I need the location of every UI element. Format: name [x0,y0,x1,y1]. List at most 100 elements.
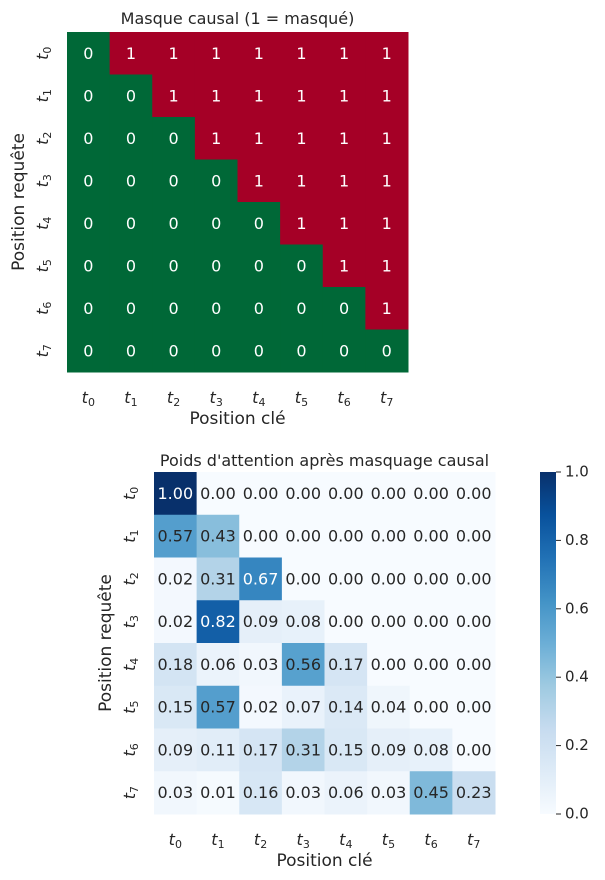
causal-mask-heatmap: Masque causal (1 = masqué) 0 1 1 1 1 1 1 1 0 0 1 1 1 1… [9,9,409,429]
heatmap-cell [196,728,240,772]
heatmap-cell [280,329,324,373]
y-tick-label: t1 [33,89,55,102]
cell-value-label: 0.00 [456,484,492,503]
heatmap-cell [280,74,324,118]
cell-value-label: 0.17 [328,655,364,674]
heatmap-cell [154,472,198,516]
cell-value-label: 0 [211,256,221,275]
cell-value-label: 0 [83,129,93,148]
y-tick-label: t0 [120,487,142,500]
heatmap-cell [281,771,325,815]
cell-value-label: 0.09 [243,612,279,631]
cell-value-label: 0 [126,86,136,105]
cell-value-label: 1 [296,214,306,233]
cell-value-label: 0.00 [371,569,407,588]
cell-value-label: 1 [211,44,221,63]
heatmap-cell [237,32,281,75]
heatmap-cell [237,74,281,118]
x-tick-label: t4 [339,830,352,852]
y-axis-label: Position requête [9,133,29,271]
cell-value-label: 0 [254,341,264,360]
cell-value-label: 0.00 [456,612,492,631]
heatmap-cell [152,117,196,160]
heatmap-cell [239,600,283,644]
cell-value-label: 0.00 [413,569,449,588]
cell-value-label: 0.31 [200,569,236,588]
heatmap-cell [109,159,153,203]
y-tick-label: t2 [120,572,142,585]
x-tick-label: t1 [124,388,137,410]
heatmap-cell [196,771,240,815]
heatmap-cell [452,557,496,601]
cell-value-label: 1 [339,214,349,233]
heatmap-cell [281,600,325,644]
heatmap-cell [196,600,240,644]
heatmap-cell [409,685,453,729]
cell-value-label: 0.02 [158,612,194,631]
heatmap-cell [324,514,368,558]
y-tick-label: t3 [33,174,55,187]
heatmap-cell [367,472,411,516]
cell-value-label: 0 [254,299,264,318]
cell-value-label: 0.00 [285,527,321,546]
x-tick-label: t2 [167,388,180,410]
heatmap-cell [322,32,366,75]
heatmap-cell [281,728,325,772]
cell-value-label: 0.09 [371,740,407,759]
heatmap-cell [109,32,153,75]
cell-value-label: 0.00 [456,655,492,674]
cell-value-label: 0.00 [243,484,279,503]
cell-value-label: 1 [382,171,392,190]
cell-value-label: 0.00 [371,612,407,631]
cell-value-label: 0 [339,341,349,360]
heatmap-cell [237,329,281,373]
cell-value-label: 0.06 [328,783,364,802]
cell-value-label: 0 [83,44,93,63]
cell-value-label: 1 [168,44,178,63]
heatmap-cell [322,244,366,288]
cell-value-label: 0.82 [200,612,236,631]
cell-value-label: 0 [168,129,178,148]
cell-value-label: 0.00 [413,655,449,674]
heatmap-cell [194,159,238,203]
heatmap-cell [322,74,366,118]
attention-weights-heatmap: Poids d'attention après masquage causal 1… [96,451,496,871]
cell-value-label: 0.00 [328,612,364,631]
x-tick-label: t7 [467,830,480,852]
cell-value-label: 1 [254,171,264,190]
cell-value-label: 0 [83,256,93,275]
x-axis-label: Position clé [189,409,285,429]
cell-value-label: 0.18 [158,655,194,674]
y-tick-label: t2 [33,132,55,145]
heatmap-cell [196,557,240,601]
x-tick-label: t6 [424,830,437,852]
cell-value-label: 0.00 [328,569,364,588]
heatmap-cell [237,287,281,330]
heatmap-cell [154,600,198,644]
heatmap-cell [280,202,324,245]
heatmap-cell [452,514,496,558]
cell-value-label: 0.00 [371,655,407,674]
heatmap-cell [109,244,153,288]
cell-value-label: 1 [339,256,349,275]
cell-value-label: 0.57 [200,698,236,717]
cell-value-label: 0 [382,341,392,360]
cell-value-label: 0.00 [285,484,321,503]
cell-value-label: 0.31 [285,740,321,759]
cell-value-label: 0.03 [285,783,321,802]
cell-value-label: 0 [83,86,93,105]
heatmap-cell [67,244,111,288]
cell-value-label: 0 [168,171,178,190]
heatmap-cell [280,117,324,160]
colorbar-tick-label: 1.0 [565,463,589,481]
heatmap-cell [196,685,240,729]
heatmap-cell [281,685,325,729]
heatmap-cell [324,685,368,729]
heatmap-cell [281,557,325,601]
cell-value-label: 1 [339,129,349,148]
heatmap-cell [194,117,238,160]
heatmap-cell [365,329,409,373]
heatmap-cell [152,329,196,373]
cell-value-label: 0.45 [413,783,449,802]
